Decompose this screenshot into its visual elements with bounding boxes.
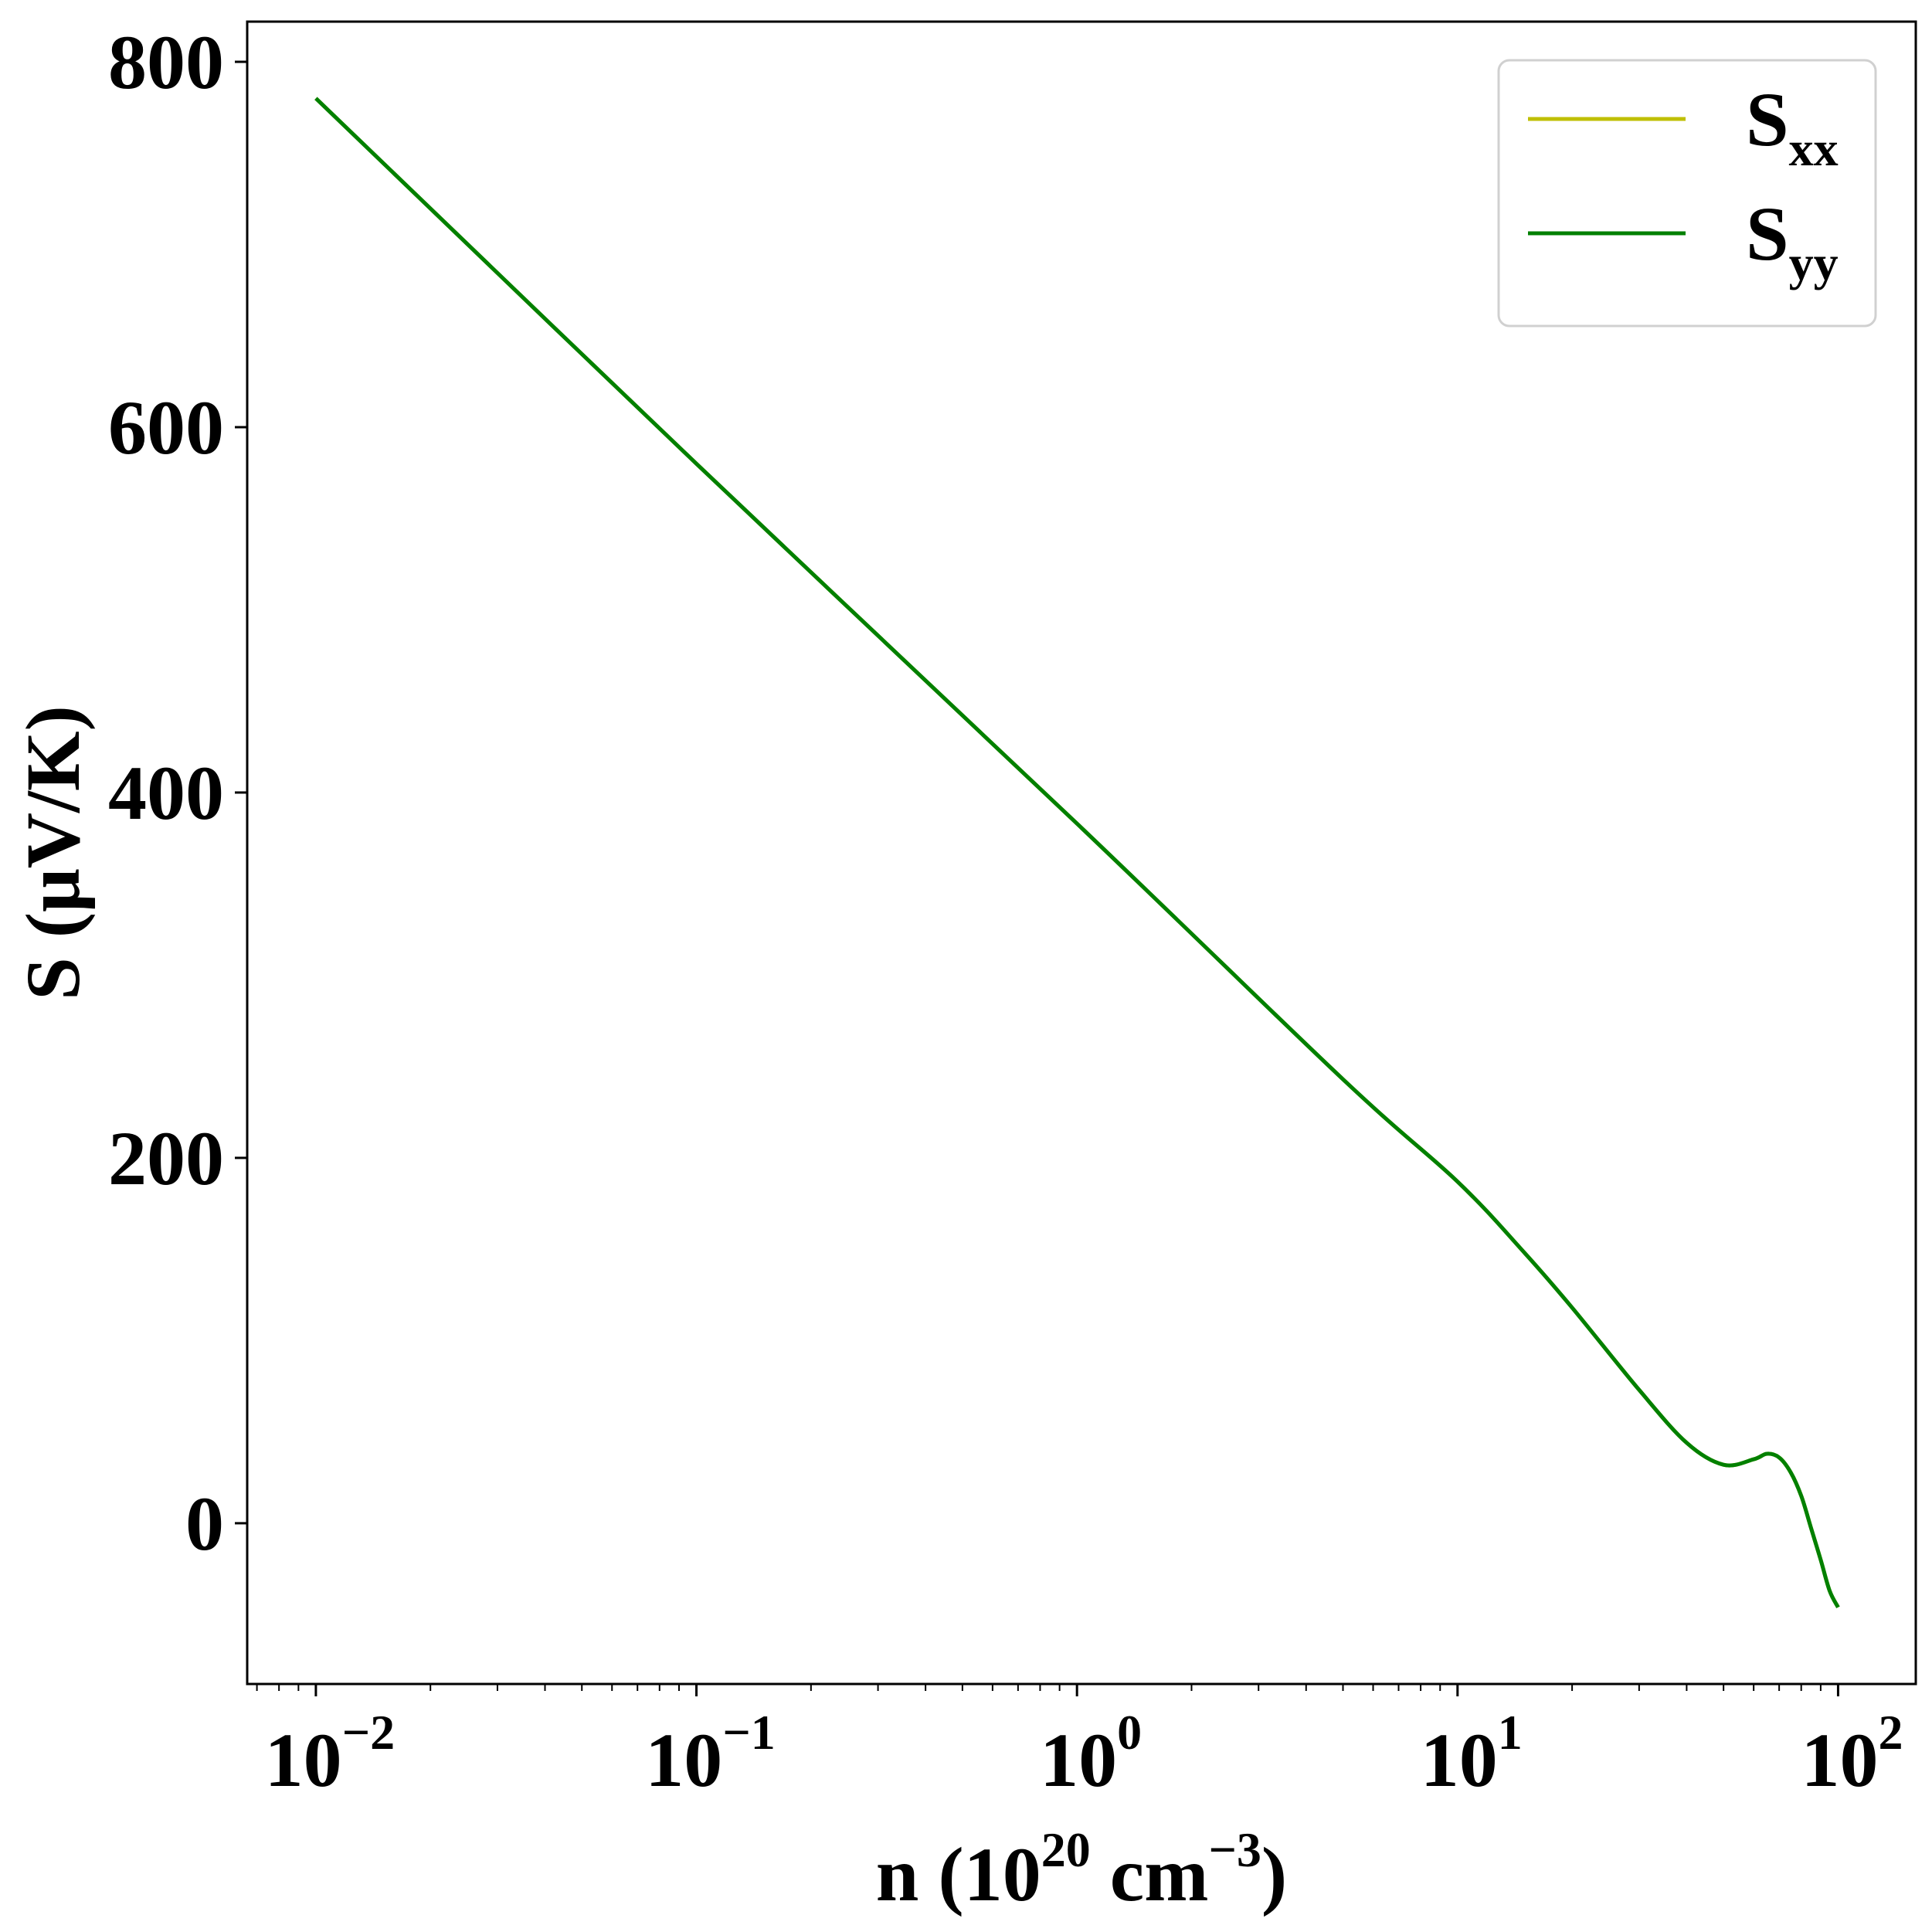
x-tick-label-base: 10 xyxy=(645,1717,722,1803)
x-tick-label-base: 10 xyxy=(1421,1717,1498,1803)
y-tick-label: 0 xyxy=(185,1481,224,1567)
x-tick-label-base: 10 xyxy=(1801,1717,1878,1803)
y-tick-label: 200 xyxy=(108,1115,224,1201)
legend-label-sxx: Sxx xyxy=(1746,76,1839,176)
x-tick-label-exponent: −2 xyxy=(342,1705,395,1760)
legend-frame xyxy=(1497,59,1877,328)
x-axis-title: n (1020 cm−3) xyxy=(876,1822,1287,1917)
x-tick-label: 10−2 xyxy=(265,1705,395,1803)
x-tick-label: 100 xyxy=(1040,1705,1142,1803)
legend-label-main: S xyxy=(1746,76,1789,162)
x-tick-label-base: 10 xyxy=(265,1717,342,1803)
y-tick-label: 800 xyxy=(108,19,224,105)
x-tick-label: 10−1 xyxy=(645,1705,775,1803)
y-axis: 0 200 400 600 800 xyxy=(108,19,247,1567)
x-axis-title-exponent-2: −3 xyxy=(1208,1822,1261,1877)
legend-label-syy: Syy xyxy=(1746,191,1839,290)
x-tick-label-exponent: 0 xyxy=(1117,1705,1142,1760)
x-axis-title-unit: cm xyxy=(1091,1832,1209,1917)
legend-label-subscript: xx xyxy=(1789,121,1839,176)
x-tick-label-base: 10 xyxy=(1040,1717,1117,1803)
series-line-syy xyxy=(314,97,1840,1608)
x-tick-label: 102 xyxy=(1801,1705,1903,1803)
x-axis-title-base: n (10 xyxy=(876,1832,1041,1917)
plot-frame xyxy=(246,20,1917,1686)
x-tick-label: 101 xyxy=(1421,1705,1523,1803)
x-axis-title-exponent-1: 20 xyxy=(1041,1822,1091,1877)
y-tick-label: 600 xyxy=(108,385,224,470)
legend-label-subscript: yy xyxy=(1789,236,1839,290)
x-tick-label-exponent: 2 xyxy=(1878,1705,1903,1760)
legend-label-main: S xyxy=(1746,191,1789,277)
x-axis-title-end: ) xyxy=(1261,1832,1287,1917)
y-axis-title: S (μV/K) xyxy=(10,705,96,1000)
series-layer xyxy=(314,97,1840,1608)
x-tick-label-exponent: −1 xyxy=(722,1705,775,1760)
x-axis: 10−2 10−1 100 101 102 xyxy=(256,1684,1903,1803)
x-tick-label-exponent: 1 xyxy=(1498,1705,1523,1760)
y-tick-label: 400 xyxy=(108,750,224,836)
